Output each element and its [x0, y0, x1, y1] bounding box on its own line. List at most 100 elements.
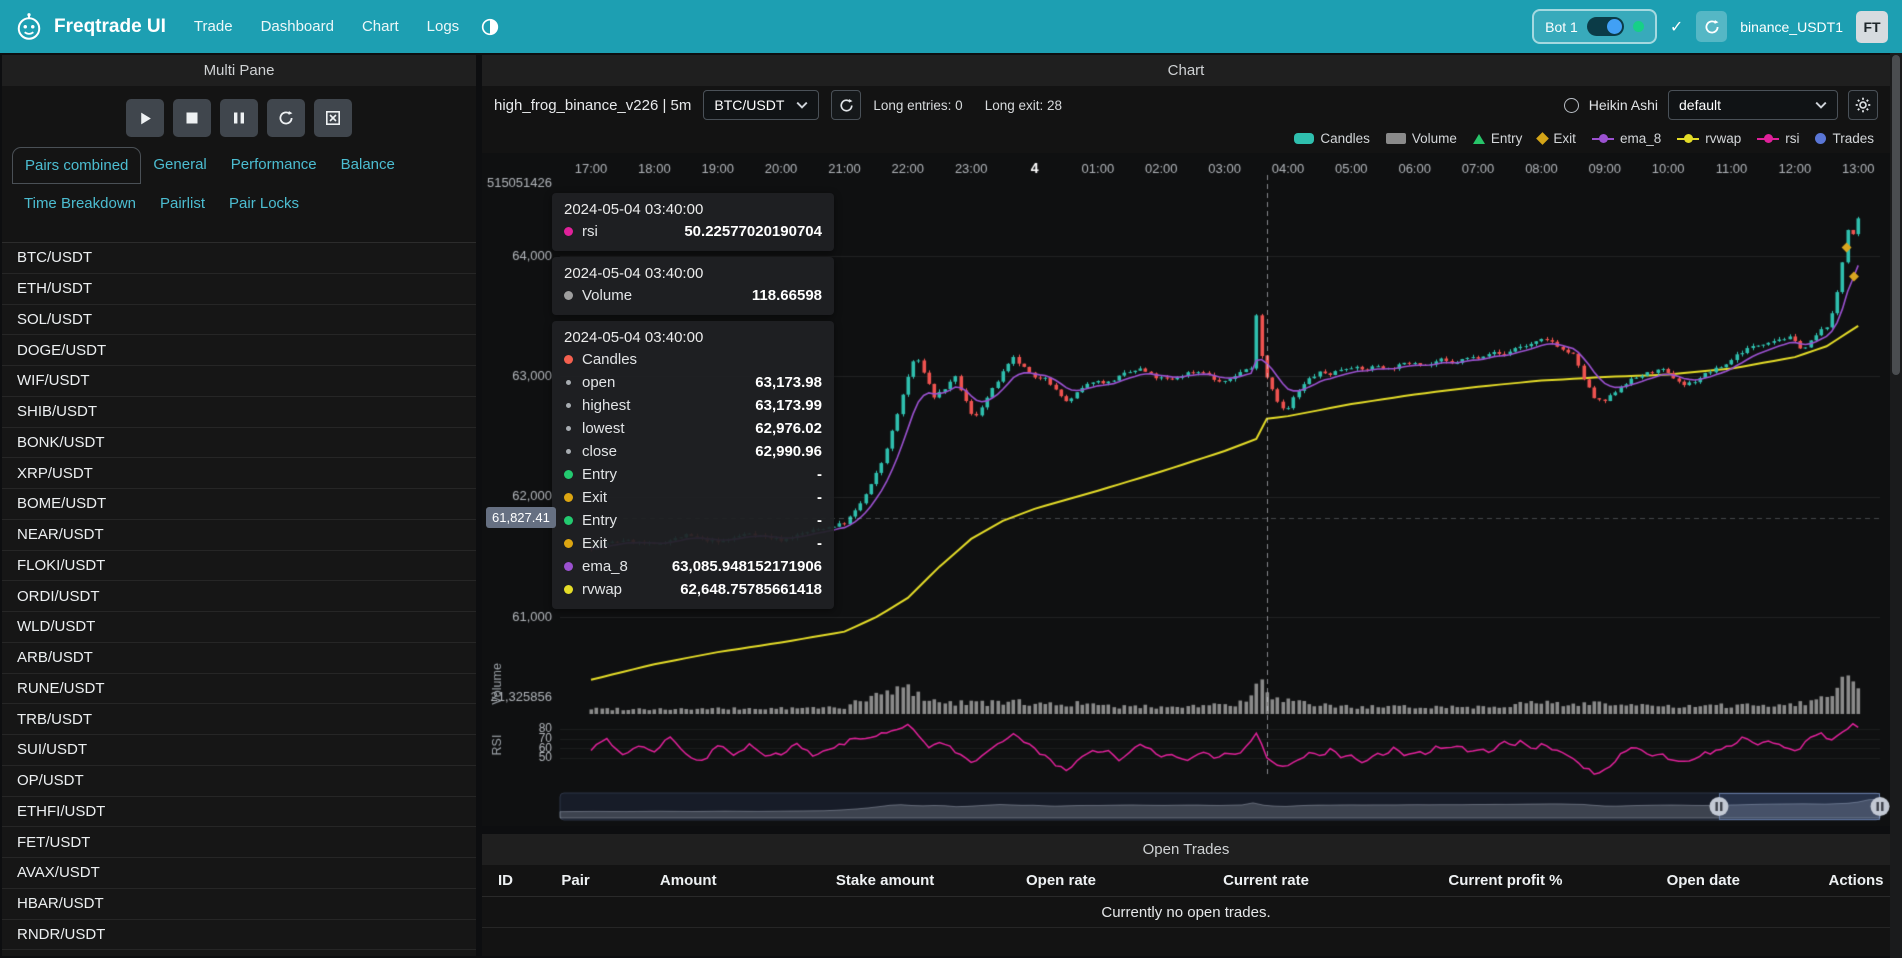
- tab-time-breakdown[interactable]: Time Breakdown: [24, 195, 136, 212]
- pair-list-item-sol-usdt[interactable]: SOL/USDT: [2, 304, 476, 336]
- chart-canvas[interactable]: [482, 153, 1890, 826]
- chart-column: Chart high_frog_binance_v226 | 5m BTC/US…: [482, 55, 1890, 956]
- legend-item-volume[interactable]: Volume: [1385, 131, 1457, 146]
- diamond-swatch-icon: [1536, 132, 1550, 145]
- chevron-down-icon: [796, 101, 808, 109]
- tabs-row-2: Time Breakdown Pairlist Pair Locks: [2, 184, 476, 221]
- pair-list: BTC/USDT ETH/USDT SOL/USDT DOGE/USDT WIF/USD…: [2, 242, 476, 956]
- legend-label: ema_8: [1619, 131, 1662, 146]
- legend-label: rvwap: [1705, 131, 1742, 146]
- plot-settings-button[interactable]: [1848, 90, 1878, 120]
- column-header-open-rate[interactable]: Open rate: [1025, 872, 1097, 889]
- plot-config-select[interactable]: default: [1668, 90, 1838, 120]
- column-header-amount[interactable]: Amount: [659, 872, 717, 889]
- pair-list-item-fet-usdt[interactable]: FET/USDT: [2, 827, 476, 858]
- legend-item-entry[interactable]: Entry: [1472, 131, 1522, 146]
- check-icon: ✓: [1669, 18, 1684, 36]
- chart-panel: Chart high_frog_binance_v226 | 5m BTC/US…: [482, 55, 1890, 826]
- reload-config-button[interactable]: [267, 99, 305, 137]
- long-exits-label: Long exit: 28: [984, 97, 1062, 113]
- pair-list-item-hbar-usdt[interactable]: HBAR/USDT: [2, 888, 476, 920]
- legend-label: rsi: [1785, 131, 1800, 146]
- legend-item-ema-8[interactable]: ema_8: [1591, 131, 1662, 146]
- heikin-ashi-label: Heikin Ashi: [1588, 97, 1658, 113]
- column-header-pair[interactable]: Pair: [561, 872, 590, 889]
- pair-list-item-avax-usdt[interactable]: AVAX/USDT: [2, 858, 476, 889]
- pair-list-item-doge-usdt[interactable]: DOGE/USDT: [2, 335, 476, 366]
- bot-selector[interactable]: Bot 1: [1532, 9, 1657, 44]
- cancel-open-orders-button[interactable]: [314, 99, 352, 137]
- nav-item-dashboard[interactable]: Dashboard: [260, 18, 334, 35]
- pair-list-item-xrp-usdt[interactable]: XRP/USDT: [2, 458, 476, 489]
- page-scrollbar: [1890, 53, 1902, 958]
- pair-list-item-ethfi-usdt[interactable]: ETHFI/USDT: [2, 796, 476, 828]
- scrollbar-thumb[interactable]: [1892, 55, 1900, 375]
- user-avatar[interactable]: FT: [1856, 10, 1888, 43]
- chart-refresh-button[interactable]: [831, 90, 862, 120]
- pair-list-item-shib-usdt[interactable]: SHIB/USDT: [2, 396, 476, 428]
- open-trades-section: Open Trades ID Pair Amount Stake amount Open…: [482, 834, 1890, 956]
- stop-icon: [186, 112, 198, 124]
- pair-list-item-trb-usdt[interactable]: TRB/USDT: [2, 704, 476, 735]
- legend-label: Candles: [1320, 131, 1370, 146]
- pair-list-item-op-usdt[interactable]: OP/USDT: [2, 765, 476, 797]
- pair-list-item-ordi-usdt[interactable]: ORDI/USDT: [2, 581, 476, 612]
- bot-online-dot: [1632, 21, 1644, 32]
- tab-balance[interactable]: Balance: [340, 156, 395, 173]
- nav-item-trade[interactable]: Trade: [193, 18, 233, 35]
- pair-list-item-arb-usdt[interactable]: ARB/USDT: [2, 642, 476, 674]
- pause-bot-button[interactable]: [220, 99, 258, 137]
- legend-item-candles[interactable]: Candles: [1294, 131, 1370, 146]
- tab-pairs-combined[interactable]: Pairs combined: [12, 147, 142, 184]
- nav-item-logs[interactable]: Logs: [426, 18, 460, 35]
- legend-item-trades[interactable]: Trades: [1815, 131, 1874, 146]
- pair-list-item-rune-usdt[interactable]: RUNE/USDT: [2, 673, 476, 705]
- bot-enable-toggle[interactable]: [1586, 17, 1624, 36]
- pair-list-item-near-usdt[interactable]: NEAR/USDT: [2, 519, 476, 551]
- toggle-knob: [1606, 19, 1622, 34]
- tab-performance[interactable]: Performance: [230, 156, 317, 173]
- heikin-ashi-checkbox[interactable]: [1563, 97, 1579, 113]
- nav-item-chart[interactable]: Chart: [361, 18, 399, 35]
- start-bot-button[interactable]: [126, 99, 164, 137]
- legend-item-rsi[interactable]: rsi: [1757, 131, 1799, 146]
- pair-list-item-floki-usdt[interactable]: FLOKI/USDT: [2, 550, 476, 582]
- column-header-current-profit-[interactable]: Current profit %: [1448, 872, 1563, 889]
- brand[interactable]: Freqtrade UI: [14, 12, 166, 42]
- pair-list-item-eth-usdt[interactable]: ETH/USDT: [2, 273, 476, 305]
- legend-item-rvwap[interactable]: rvwap: [1677, 131, 1741, 146]
- pair-list-item-bonk-usdt[interactable]: BONK/USDT: [2, 427, 476, 459]
- column-header-stake-amount[interactable]: Stake amount: [835, 872, 935, 889]
- column-header-id[interactable]: ID: [498, 872, 513, 889]
- tab-pairlist[interactable]: Pairlist: [160, 195, 206, 212]
- theme-contrast-icon: [482, 18, 499, 35]
- exchange-account-label: binance_USDT1: [1740, 18, 1843, 35]
- pair-list-item-ar-usdt[interactable]: AR/USDT: [2, 950, 476, 956]
- reload-icon: [279, 111, 293, 125]
- pair-list-item-rndr-usdt[interactable]: RNDR/USDT: [2, 919, 476, 951]
- refresh-all-button[interactable]: [1696, 11, 1728, 42]
- legend-label: Exit: [1553, 131, 1576, 146]
- reload-icon: [840, 98, 853, 112]
- stop-bot-button[interactable]: [173, 99, 211, 137]
- pair-list-item-wld-usdt[interactable]: WLD/USDT: [2, 612, 476, 643]
- pair-select-value: BTC/USDT: [714, 97, 785, 113]
- tab-general[interactable]: General: [153, 156, 207, 173]
- triangle-swatch-icon: [1472, 133, 1485, 144]
- open-trades-empty-state: Currently no open trades.: [482, 897, 1890, 928]
- theme-toggle-button[interactable]: [481, 18, 499, 36]
- line-swatch-icon: [1757, 134, 1780, 143]
- column-header-open-date[interactable]: Open date: [1666, 872, 1740, 889]
- pair-list-item-wif-usdt[interactable]: WIF/USDT: [2, 366, 476, 397]
- column-header-current-rate[interactable]: Current rate: [1223, 872, 1309, 889]
- pair-list-item-bome-usdt[interactable]: BOME/USDT: [2, 489, 476, 520]
- crosshair-price-label: 61,827.41: [486, 507, 556, 528]
- multi-pane-header: Multi Pane: [2, 55, 476, 86]
- column-header-actions[interactable]: Actions: [1828, 872, 1884, 889]
- pair-list-item-sui-usdt[interactable]: SUI/USDT: [2, 735, 476, 766]
- pair-select[interactable]: BTC/USDT: [703, 90, 820, 120]
- legend-item-exit[interactable]: Exit: [1536, 131, 1576, 146]
- pair-list-item-btc-usdt[interactable]: BTC/USDT: [2, 243, 476, 274]
- strategy-timeframe-label: high_frog_binance_v226 | 5m: [494, 96, 692, 114]
- tab-pair-locks[interactable]: Pair Locks: [229, 195, 300, 212]
